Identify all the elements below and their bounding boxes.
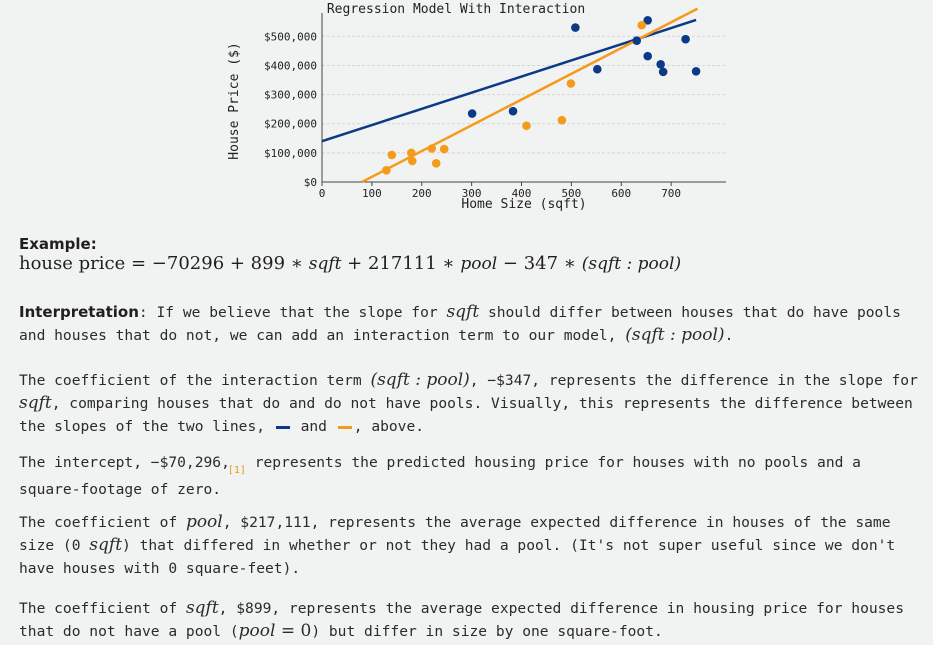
- pool-point: [467, 109, 477, 118]
- no-pool-point: [382, 166, 391, 175]
- intercept-text-1: The intercept, −$70,296,: [19, 454, 230, 471]
- interaction-coef-paragraph: The coefficient of the interaction term …: [19, 369, 919, 438]
- sqft-var: sqft: [185, 598, 219, 618]
- regression-chart: Regression Model With Interaction House …: [227, 2, 726, 212]
- pool-coef-paragraph: The coefficient of pool, $217,111, repre…: [19, 511, 919, 580]
- x-axis-label: Home Size (sqft): [461, 197, 586, 212]
- no-pool-point: [566, 79, 576, 88]
- regression-formula: house price = −70296 + 899 ∗ sqft + 2171…: [19, 253, 682, 274]
- sqft-text-5: ) but differ in size by one square-foot.: [311, 623, 663, 640]
- sqft-pool-eq: = 0: [275, 621, 312, 641]
- no-pool-point: [387, 150, 397, 160]
- y-tick-label: $200,000: [264, 118, 317, 131]
- fit-lines: [321, 7, 699, 184]
- interaction-text-3: , comparing houses that do and do not ha…: [19, 395, 913, 435]
- formula-var-pool: pool: [460, 254, 498, 274]
- x-tick-label: 300: [462, 187, 482, 200]
- orange-line-swatch: [337, 425, 352, 429]
- interpretation-text-3: .: [724, 327, 734, 344]
- interaction-text-4: and: [291, 418, 336, 435]
- y-tick-label: $400,000: [264, 59, 317, 72]
- no-pool-point: [406, 148, 416, 158]
- pool-point: [593, 64, 602, 74]
- x-tick-label: 100: [362, 187, 382, 200]
- x-tick-label: 600: [611, 187, 631, 200]
- pool-point: [681, 34, 690, 44]
- intercept-text-2: represents the predicted housing price f…: [19, 454, 861, 498]
- pool-point: [571, 23, 580, 32]
- footnote-link[interactable]: [1]: [227, 465, 246, 476]
- pool-point: [656, 59, 665, 69]
- orange-fit-line: [361, 7, 699, 184]
- interaction-term: (sqft : pool): [370, 370, 470, 390]
- no-pool-point: [557, 115, 567, 125]
- formula-coef-sqft: 899: [250, 253, 286, 274]
- sqft-text-1: The coefficient of: [19, 600, 186, 617]
- x-ticks: 0 100 200 300 400 500 600 700: [319, 182, 681, 200]
- axes: [321, 13, 726, 183]
- y-ticks: $0 $100,000 $200,000 $300,000 $400,000 $500,0…: [264, 30, 317, 189]
- formula-coef-pool: 217111: [367, 253, 437, 274]
- pool-point: [508, 106, 518, 116]
- pool-text-2: , $217,111, represents the average expec…: [19, 514, 891, 554]
- interpretation-text-1: : If we believe that the slope for: [138, 304, 447, 321]
- y-tick-label: $500,000: [264, 30, 317, 43]
- formula-lhs: house price: [19, 253, 126, 274]
- no-pool-point: [522, 121, 531, 131]
- no-pool-point: [431, 159, 441, 168]
- interaction-var-sqft: sqft: [19, 393, 52, 413]
- x-tick-label: 500: [561, 187, 581, 200]
- interaction-text-2: , −$347, represents the difference in th…: [469, 372, 918, 389]
- sqft-coef-paragraph: The coefficient of sqft, $899, represent…: [19, 597, 919, 643]
- pool-text-1: The coefficient of: [19, 514, 186, 531]
- chart-title: Regression Model With Interaction: [327, 2, 585, 17]
- x-tick-label: 200: [412, 187, 432, 200]
- data-points: [382, 15, 701, 175]
- interpretation-paragraph: Interpretation: If we believe that the s…: [19, 301, 919, 347]
- sqft-text-2: , $899, represents the average expected …: [19, 600, 904, 640]
- pool-point: [632, 36, 642, 45]
- y-tick-label: $100,000: [264, 147, 317, 160]
- intercept-paragraph: The intercept, −$70,296,[1] represents t…: [19, 453, 919, 499]
- y-tick-label: $0: [304, 176, 317, 189]
- pool-point: [691, 66, 701, 76]
- pool-point: [643, 15, 652, 25]
- pool-text-3: ) that differed in whether or not they h…: [19, 537, 896, 577]
- x-tick-label: 700: [661, 187, 681, 200]
- interaction-text-5: , above.: [353, 418, 425, 435]
- interpretation-heading: Interpretation: [19, 303, 139, 321]
- interpretation-text-2: should differ between houses that do hav…: [19, 304, 901, 344]
- no-pool-point: [427, 144, 437, 153]
- no-pool-point: [407, 156, 417, 166]
- x-tick-label: 0: [319, 187, 326, 200]
- x-tick-label: 400: [512, 187, 532, 200]
- example-heading: Example:: [19, 235, 97, 253]
- grid: [322, 35, 726, 183]
- sqft-pool-var: pool: [238, 621, 276, 641]
- y-tick-label: $300,000: [264, 89, 317, 102]
- interp-var-sqft: sqft: [446, 302, 480, 322]
- interaction-text-1: The coefficient of the interaction term: [19, 372, 371, 389]
- no-pool-point: [637, 20, 647, 30]
- interp-interaction-term: (sqft : pool): [625, 325, 725, 345]
- no-pool-point: [439, 144, 449, 154]
- formula-intercept: −70296: [151, 253, 225, 274]
- formula-var-sqft: sqft: [308, 254, 342, 274]
- pool-point: [643, 51, 652, 61]
- pool-point: [658, 67, 668, 77]
- pool-var-sqft: sqft: [89, 535, 123, 555]
- pool-var: pool: [185, 512, 223, 532]
- y-axis-label: House Price ($): [227, 42, 242, 159]
- formula-interaction-term: (sqft : pool): [581, 254, 682, 274]
- blue-line-swatch: [275, 425, 290, 429]
- formula-coef-interaction: 347: [523, 253, 559, 274]
